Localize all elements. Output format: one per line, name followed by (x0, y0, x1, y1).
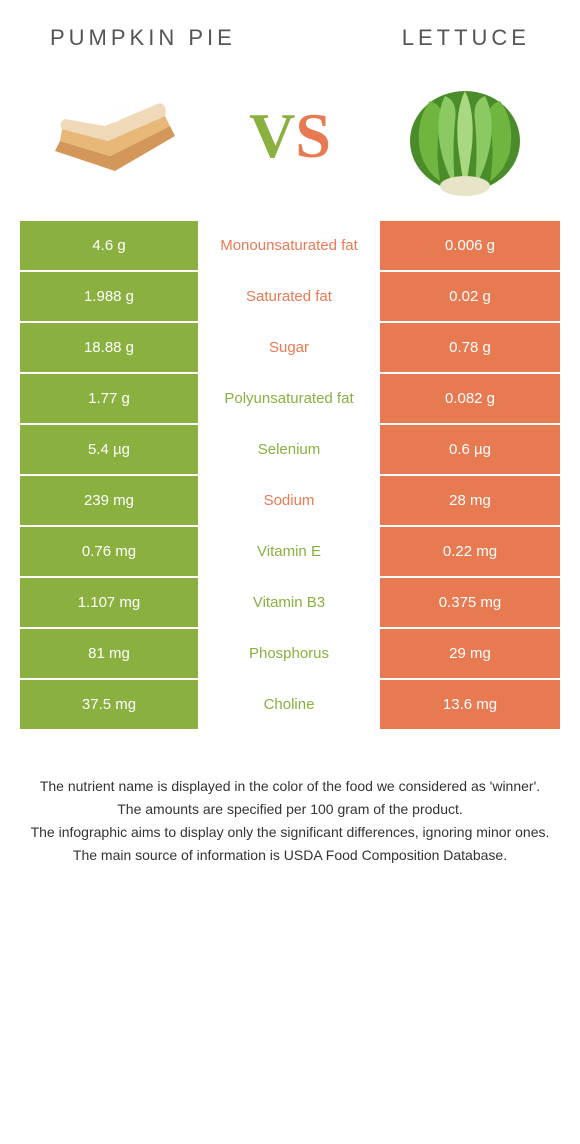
footer-line-3: The infographic aims to display only the… (30, 822, 550, 843)
vs-v-letter: V (249, 100, 295, 171)
right-value-cell: 0.78 g (380, 323, 560, 372)
left-value-cell: 5.4 µg (20, 425, 200, 474)
left-value-cell: 239 mg (20, 476, 200, 525)
nutrient-label-cell: Saturated fat (200, 272, 380, 321)
footer-notes: The nutrient name is displayed in the co… (0, 731, 580, 888)
table-row: 81 mgPhosphorus29 mg (20, 629, 560, 680)
vs-s-letter: S (295, 100, 331, 171)
left-value-cell: 0.76 mg (20, 527, 200, 576)
nutrient-label-cell: Sugar (200, 323, 380, 372)
header: PUMPKIN PIE LETTUCE (0, 0, 580, 61)
footer-line-2: The amounts are specified per 100 gram o… (30, 799, 550, 820)
nutrient-label-cell: Phosphorus (200, 629, 380, 678)
right-value-cell: 0.082 g (380, 374, 560, 423)
left-value-cell: 37.5 mg (20, 680, 200, 729)
table-row: 1.107 mgVitamin B30.375 mg (20, 578, 560, 629)
right-value-cell: 0.006 g (380, 221, 560, 270)
table-row: 1.988 gSaturated fat0.02 g (20, 272, 560, 323)
left-value-cell: 1.77 g (20, 374, 200, 423)
lettuce-image (390, 71, 540, 201)
left-food-title: PUMPKIN PIE (50, 25, 236, 51)
vs-label: VS (249, 99, 331, 173)
right-food-title: LETTUCE (402, 25, 530, 51)
left-value-cell: 18.88 g (20, 323, 200, 372)
right-value-cell: 0.6 µg (380, 425, 560, 474)
nutrient-label-cell: Choline (200, 680, 380, 729)
left-value-cell: 1.107 mg (20, 578, 200, 627)
left-value-cell: 4.6 g (20, 221, 200, 270)
nutrient-label-cell: Sodium (200, 476, 380, 525)
nutrient-label-cell: Selenium (200, 425, 380, 474)
right-value-cell: 0.02 g (380, 272, 560, 321)
nutrient-label-cell: Polyunsaturated fat (200, 374, 380, 423)
vs-section: VS (0, 61, 580, 221)
right-value-cell: 29 mg (380, 629, 560, 678)
table-row: 1.77 gPolyunsaturated fat0.082 g (20, 374, 560, 425)
nutrient-label-cell: Vitamin B3 (200, 578, 380, 627)
pumpkin-pie-image (40, 71, 190, 201)
table-row: 4.6 gMonounsaturated fat0.006 g (20, 221, 560, 272)
left-value-cell: 1.988 g (20, 272, 200, 321)
right-value-cell: 0.375 mg (380, 578, 560, 627)
right-value-cell: 13.6 mg (380, 680, 560, 729)
table-row: 5.4 µgSelenium0.6 µg (20, 425, 560, 476)
left-value-cell: 81 mg (20, 629, 200, 678)
nutrient-label-cell: Vitamin E (200, 527, 380, 576)
table-row: 239 mgSodium28 mg (20, 476, 560, 527)
right-value-cell: 0.22 mg (380, 527, 560, 576)
table-row: 0.76 mgVitamin E0.22 mg (20, 527, 560, 578)
footer-line-4: The main source of information is USDA F… (30, 845, 550, 866)
right-value-cell: 28 mg (380, 476, 560, 525)
footer-line-1: The nutrient name is displayed in the co… (30, 776, 550, 797)
nutrient-label-cell: Monounsaturated fat (200, 221, 380, 270)
table-row: 18.88 gSugar0.78 g (20, 323, 560, 374)
comparison-table: 4.6 gMonounsaturated fat0.006 g1.988 gSa… (20, 221, 560, 731)
table-row: 37.5 mgCholine13.6 mg (20, 680, 560, 731)
